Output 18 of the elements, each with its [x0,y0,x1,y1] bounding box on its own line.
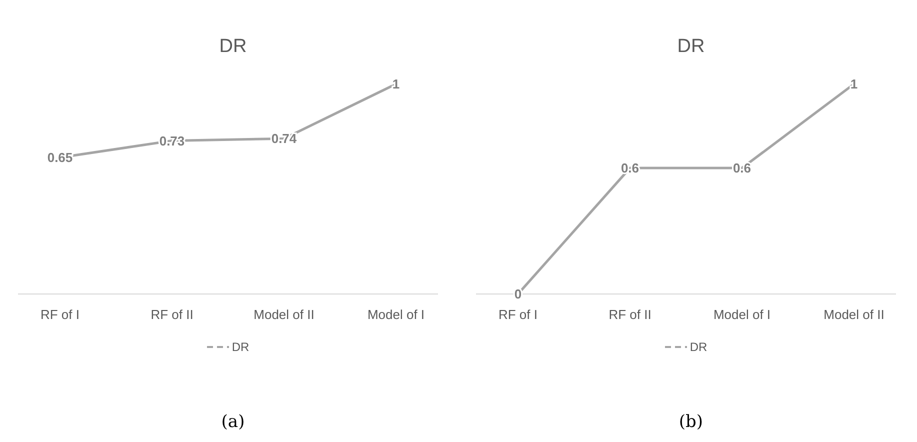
x-tick-label: RF of II [150,307,194,322]
data-label: 1 [392,76,400,92]
x-tick-label: RF of I [40,307,80,322]
legend-label: DR [230,340,250,354]
x-tick-label: Model of I [713,307,771,322]
chart-title: DR [218,36,248,59]
x-tick-label: Model of II [254,307,314,322]
data-label: 0.65 [47,150,73,166]
x-tick-label: Model of II [824,307,884,322]
data-label: 0 [514,286,522,302]
text: (a) [220,412,246,432]
text: (b) [678,412,704,432]
x-tick-label: Model of I [367,307,425,322]
chart-title: DR [676,36,706,59]
data-label: 1 [850,76,858,92]
x-tick-label: RF of I [498,307,538,322]
x-tick-label: RF of II [608,307,652,322]
legend-label: DR [688,340,708,354]
